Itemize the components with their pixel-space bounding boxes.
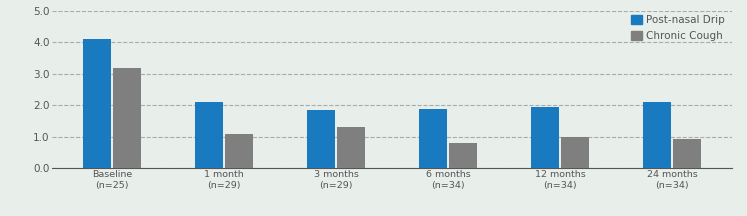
- Bar: [195, 102, 223, 168]
- Bar: [307, 110, 335, 168]
- Bar: [83, 39, 111, 168]
- Bar: [531, 107, 559, 168]
- Bar: [338, 127, 365, 168]
- Bar: [449, 143, 477, 168]
- Bar: [226, 134, 253, 168]
- Bar: [419, 109, 447, 168]
- Bar: [114, 68, 141, 168]
- Bar: [673, 138, 701, 168]
- Bar: [643, 102, 671, 168]
- Bar: [561, 137, 589, 168]
- Legend: Post-nasal Drip, Chronic Cough: Post-nasal Drip, Chronic Cough: [630, 13, 727, 43]
